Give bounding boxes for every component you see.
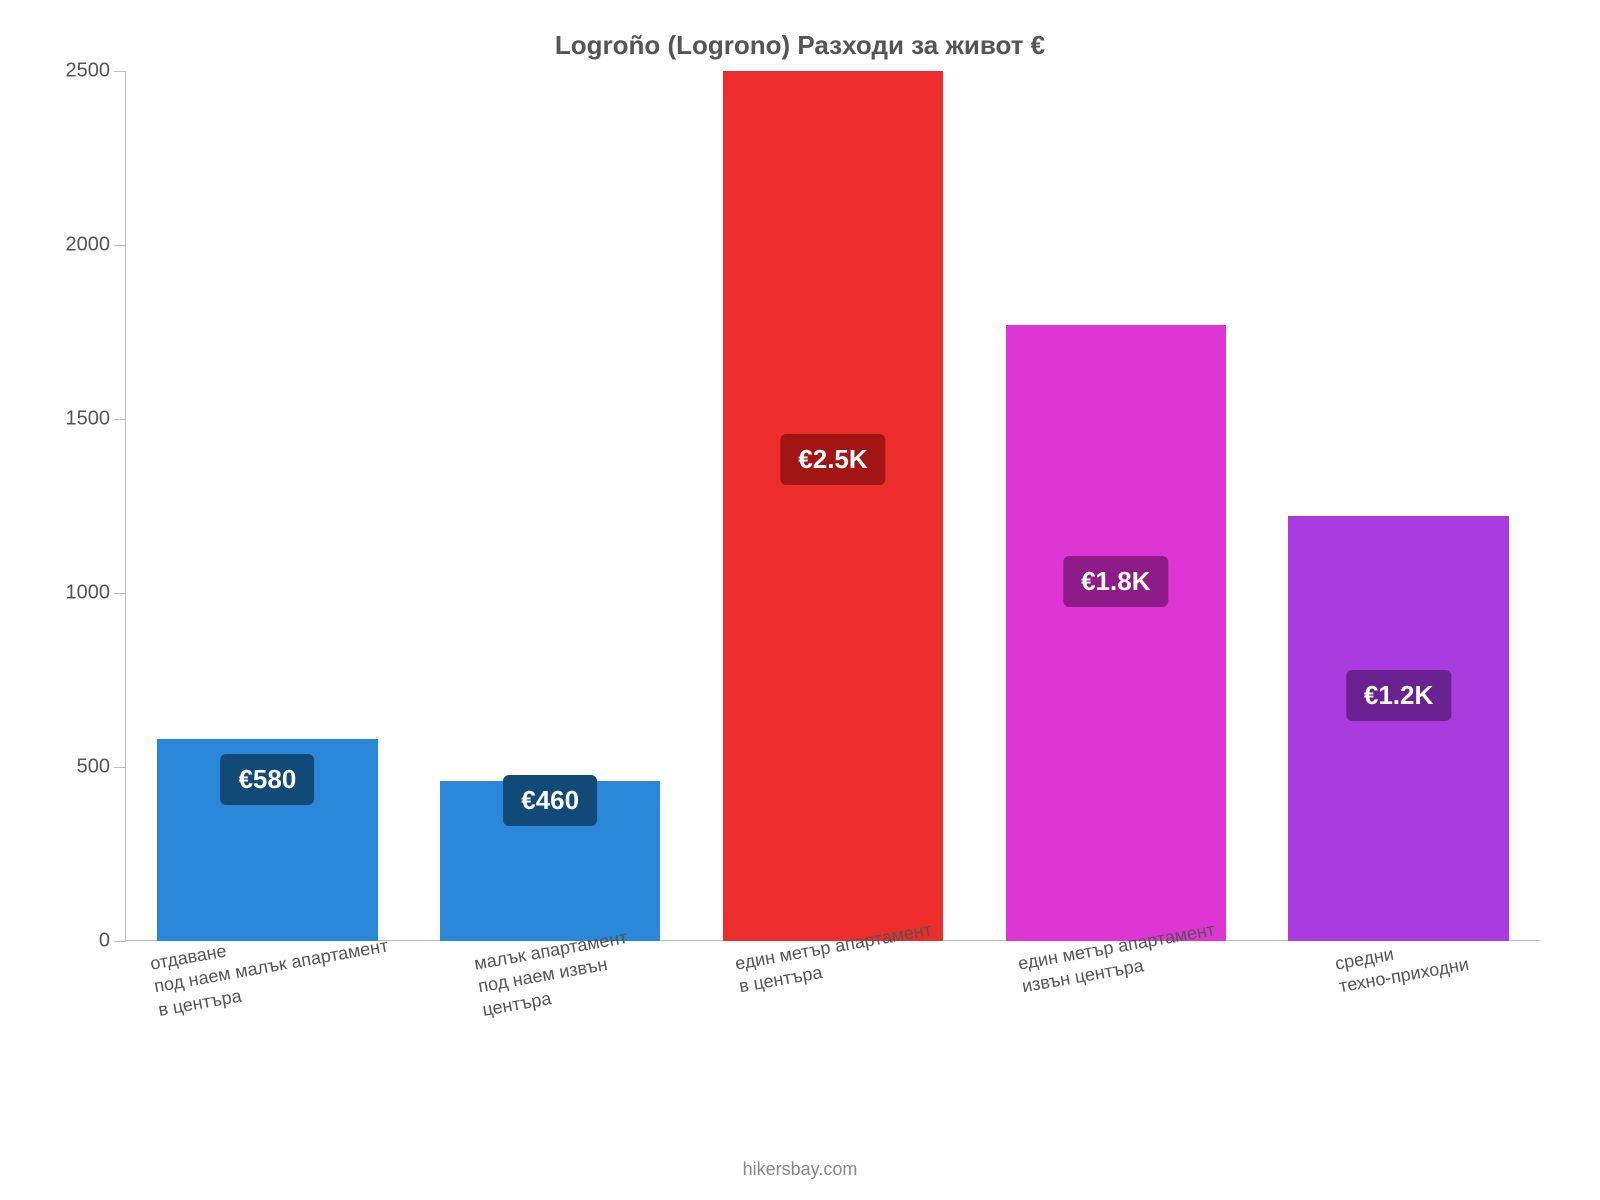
y-tick xyxy=(114,419,126,420)
x-label-slot: един метър апартамент в центъра xyxy=(691,953,974,1103)
bar-slot: €460 xyxy=(409,71,692,941)
x-labels-group: отдаване под наем малък апартамент в цен… xyxy=(125,953,1540,1103)
bar-slot: €1.8K xyxy=(974,71,1257,941)
value-badge: €460 xyxy=(503,775,597,826)
y-tick-label: 0 xyxy=(99,930,110,953)
y-tick xyxy=(114,593,126,594)
value-badge: €1.2K xyxy=(1346,670,1451,721)
bar xyxy=(723,71,944,941)
chart-container: Logroño (Logrono) Разходи за живот € 0 50… xyxy=(0,0,1600,1200)
bar-slot: €2.5K xyxy=(692,71,975,941)
y-tick-label: 500 xyxy=(77,756,110,779)
x-label-slot: средни техно-приходни xyxy=(1257,953,1540,1103)
y-tick xyxy=(114,767,126,768)
y-tick-label: 1500 xyxy=(66,408,111,431)
y-tick xyxy=(114,71,126,72)
bar xyxy=(1288,516,1509,941)
value-badge: €1.8K xyxy=(1063,556,1168,607)
x-label-slot: отдаване под наем малък апартамент в цен… xyxy=(125,953,408,1103)
y-tick-label: 2000 xyxy=(66,234,111,257)
value-badge: €580 xyxy=(220,754,314,805)
x-label-slot: малък апартамент под наем извън центъра xyxy=(408,953,691,1103)
attribution-text: hikersbay.com xyxy=(0,1159,1600,1180)
y-tick-label: 2500 xyxy=(66,60,111,83)
x-label-slot: един метър апартамент извън центъра xyxy=(974,953,1257,1103)
chart-title: Logroño (Logrono) Разходи за живот € xyxy=(40,30,1560,61)
y-tick xyxy=(114,245,126,246)
bars-group: €580 €460 €2.5K €1.8K €1.2K xyxy=(126,71,1540,941)
bar-slot: €1.2K xyxy=(1257,71,1540,941)
bar xyxy=(1006,325,1227,941)
y-tick xyxy=(114,941,126,942)
y-tick-label: 1000 xyxy=(66,582,111,605)
bar-slot: €580 xyxy=(126,71,409,941)
value-badge: €2.5K xyxy=(780,434,885,485)
plot-area: 05001000150020002500 €580€460€2.5K€1.8K€… xyxy=(125,71,1540,941)
